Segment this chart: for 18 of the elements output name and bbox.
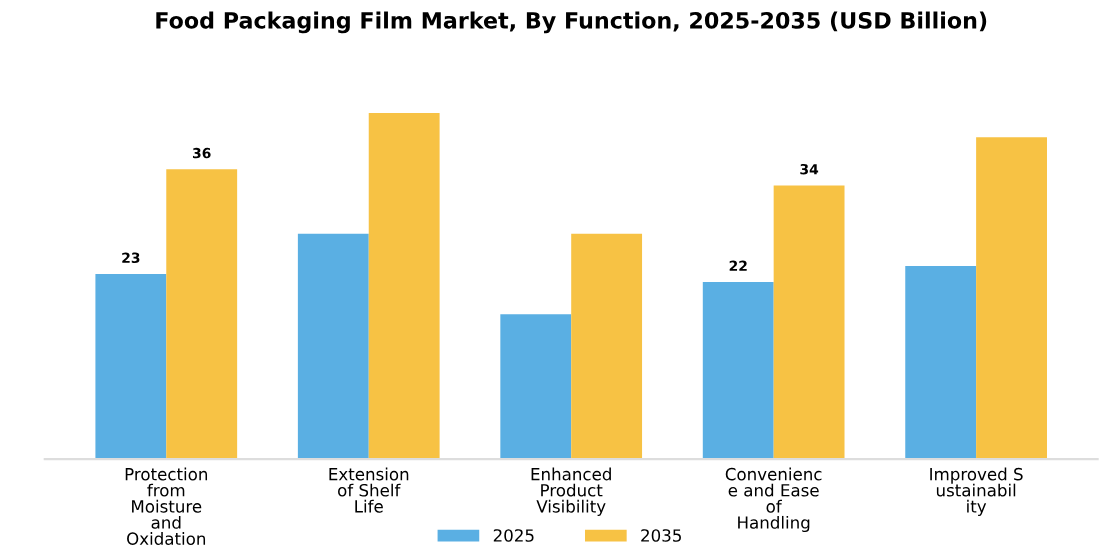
legend-label: 2035 bbox=[641, 529, 681, 542]
x-tick-label: Convenienc e and Ease of Handling bbox=[725, 467, 822, 533]
bar bbox=[368, 113, 440, 460]
bar bbox=[905, 265, 977, 460]
bar bbox=[166, 169, 238, 460]
x-tick-label: Enhanced Product Visibility bbox=[531, 467, 611, 516]
bar bbox=[702, 282, 774, 460]
bar bbox=[773, 185, 845, 460]
bar bbox=[95, 274, 167, 460]
x-tick-label: Protection from Moisture and Oxidation bbox=[125, 467, 208, 545]
bar bbox=[297, 233, 369, 460]
bar bbox=[976, 137, 1047, 460]
x-tick-label: Extension of Shelf Life bbox=[329, 467, 409, 513]
legend-label: 2025 bbox=[493, 529, 534, 542]
chart-title: Food Packaging Film Market, By Function, 2025-2035 (USD Billion) bbox=[156, 11, 987, 34]
bar bbox=[500, 314, 572, 460]
bar bbox=[571, 233, 643, 460]
x-tick-label: Improved S ustainabil ity bbox=[930, 467, 1023, 516]
